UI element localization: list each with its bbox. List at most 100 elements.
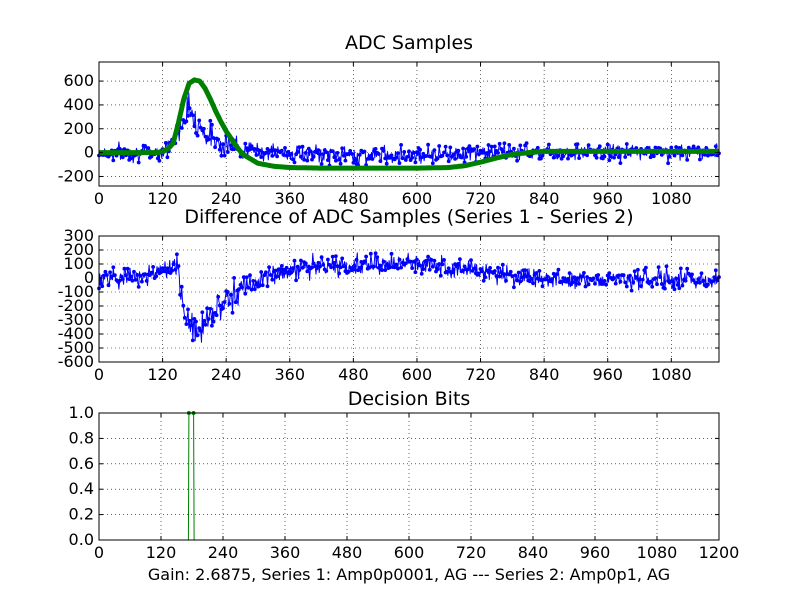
decision-bits-x-tick-label: 960	[580, 543, 611, 562]
difference-series-difference-point	[289, 270, 294, 275]
adc-samples-series-series-1-point	[488, 149, 492, 154]
decision-bits-x-tick-label: 360	[270, 543, 301, 562]
adc-samples-series-series-1-point	[330, 149, 335, 154]
difference-series-difference-point	[601, 282, 605, 286]
difference-series-difference-point	[539, 278, 543, 282]
decision-bits-y-tick-label: 0.8	[69, 428, 94, 447]
difference-series-difference-point	[389, 251, 394, 256]
difference-series-difference-point	[636, 267, 640, 272]
adc-samples-series-series-1-point	[456, 148, 461, 153]
difference-series-difference-point	[529, 276, 534, 281]
decision-bits-x-tick-label: 120	[146, 543, 177, 562]
difference-series-difference-point	[244, 275, 249, 280]
adc-samples-series-series-1-point	[143, 144, 148, 149]
difference-series-difference-point	[690, 272, 694, 277]
difference-series-difference-point	[566, 277, 570, 281]
adc-samples-series-series-1-point	[243, 141, 248, 146]
difference-series-difference-point	[508, 269, 513, 274]
difference-title: Difference of ADC Samples (Series 1 - Se…	[184, 206, 633, 228]
difference-series-difference-point	[411, 259, 416, 264]
difference-series-difference-point	[357, 265, 362, 270]
difference-series-difference-point	[149, 270, 154, 275]
difference-series-difference-point	[461, 268, 465, 273]
difference-series-difference-point	[362, 259, 367, 264]
difference-series-difference-point	[132, 269, 136, 274]
difference-series-difference-point	[534, 271, 539, 276]
difference-series-difference-point	[392, 265, 397, 270]
adc-samples-series-series-1-point	[448, 145, 453, 150]
difference-series-difference-point	[481, 278, 486, 283]
adc-samples-series-series-1-point	[429, 155, 434, 159]
difference-series-difference-point	[427, 267, 432, 272]
adc-samples-series-series-1-point	[373, 147, 378, 151]
adc-samples-series-series-1-point	[489, 144, 494, 149]
adc-samples-series-series-1-point	[485, 151, 489, 155]
difference-series-difference-point	[438, 273, 443, 278]
difference-series-difference-point	[195, 333, 200, 338]
difference-series-difference-point	[586, 282, 591, 287]
adc-samples-series-series-1-point	[268, 148, 273, 153]
adc-samples-x-tick-label: 480	[338, 189, 369, 208]
adc-samples-series-series-1-point	[612, 155, 616, 160]
adc-samples-series-series-1-point	[415, 150, 419, 155]
difference-series-difference-point	[170, 268, 175, 273]
adc-samples-series-series-1-point	[165, 155, 170, 160]
adc-samples-series-series-1-point	[281, 152, 286, 157]
difference-series-difference-point	[262, 273, 267, 278]
adc-samples-series-series-1-point	[311, 155, 316, 159]
difference-series-difference-point	[354, 257, 359, 262]
adc-samples-title: ADC Samples	[345, 32, 473, 54]
difference-series-difference-point	[372, 264, 376, 269]
difference-y-tick-label: -200	[58, 296, 94, 315]
difference-series-difference-point	[419, 271, 424, 276]
difference-series-difference-point	[346, 269, 351, 274]
adc-samples-series-series-1-point	[357, 153, 362, 157]
adc-samples-series-series-1-point	[607, 158, 612, 163]
difference-series-difference-point	[602, 279, 607, 283]
adc-samples-series-series-1-point	[324, 150, 329, 155]
difference-series-difference-point	[483, 275, 488, 280]
adc-samples-series-series-1-point	[216, 137, 221, 142]
difference-series-difference-point	[397, 257, 402, 262]
difference-series-difference-point	[500, 262, 505, 267]
adc-samples-series-series-1-point	[539, 156, 543, 161]
difference-series-difference-point	[644, 265, 648, 270]
difference-series-difference-point	[334, 254, 338, 258]
adc-samples-series-series-1-point	[467, 144, 472, 149]
adc-samples-series-series-1-point	[575, 142, 580, 147]
difference-series-difference-point	[399, 265, 403, 270]
difference-series-difference-point	[178, 292, 183, 297]
difference-series-difference-point	[472, 266, 477, 271]
difference-series-difference-point	[300, 265, 305, 270]
adc-samples-series-series-1-point	[496, 151, 500, 155]
adc-samples-series-series-1-point	[297, 145, 302, 150]
adc-samples-y-tick-label: -200	[58, 166, 94, 185]
difference-series-difference-point	[424, 258, 429, 263]
difference-series-difference-point	[144, 279, 149, 283]
difference-x-tick-label: 960	[592, 365, 623, 384]
difference-series-difference-point	[267, 265, 271, 270]
adc-samples-series-series-1-point	[299, 154, 303, 159]
adc-samples-series-series-1-point	[284, 153, 289, 158]
difference-series-difference-point	[524, 274, 529, 279]
difference-series-difference-point	[279, 264, 284, 268]
adc-samples-x-tick-label: 360	[274, 189, 305, 208]
difference-series-difference-point	[678, 266, 683, 271]
difference-x-tick-label: 360	[274, 365, 305, 384]
difference-series-difference-point	[535, 276, 540, 281]
difference-series-difference-point	[502, 272, 507, 277]
difference-series-difference-point	[133, 278, 138, 282]
difference-y-tick-label: 0	[84, 268, 94, 287]
adc-samples-series-series-1-point	[303, 151, 308, 155]
adc-samples-series-series-1-point	[524, 141, 529, 146]
adc-samples-series-series-1-point	[500, 149, 505, 154]
difference-series-difference-point	[564, 279, 569, 284]
difference-series-difference-point	[494, 274, 499, 278]
adc-samples-series-series-1-point	[179, 126, 184, 130]
difference-series-difference-point	[232, 276, 237, 280]
decision-bits-y-tick-label: 0.0	[69, 530, 94, 549]
difference-series-difference-point	[640, 277, 645, 282]
difference-series-difference-point	[176, 264, 181, 268]
difference-series-difference-point	[210, 323, 214, 328]
decision-bits-y-tick-label: 0.2	[69, 505, 94, 524]
